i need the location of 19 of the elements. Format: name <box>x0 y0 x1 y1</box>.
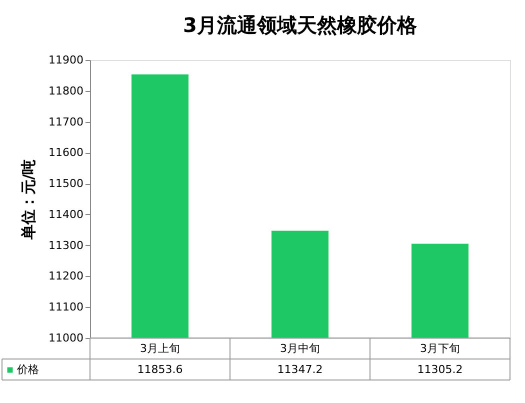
y-tick-label: 11200 <box>48 270 84 283</box>
y-tick-label: 11800 <box>48 84 84 98</box>
data-label: 11347.2 <box>277 363 323 376</box>
y-axis-title: 单位：元/吨 <box>20 159 38 241</box>
data-label: 11853.6 <box>137 363 183 376</box>
x-tick-label: 3月下旬 <box>420 342 460 355</box>
y-tick-label: 11100 <box>48 300 84 314</box>
y-tick-label: 11700 <box>48 115 84 128</box>
data-label: 11305.2 <box>417 363 463 376</box>
y-tick-label: 11000 <box>48 332 84 344</box>
x-tick-label: 3月上旬 <box>140 342 180 355</box>
chart-title: 3月流通领域天然橡胶价格 <box>183 13 418 37</box>
x-tick-label: 3月中旬 <box>280 342 320 355</box>
y-tick-label: 11600 <box>48 146 84 160</box>
legend-label: 价格 <box>16 363 39 376</box>
y-tick-label: 11900 <box>48 54 84 66</box>
y-tick-label: 11500 <box>48 177 84 190</box>
y-tick-label: 11400 <box>48 208 84 221</box>
y-tick-label: 11300 <box>48 238 84 252</box>
